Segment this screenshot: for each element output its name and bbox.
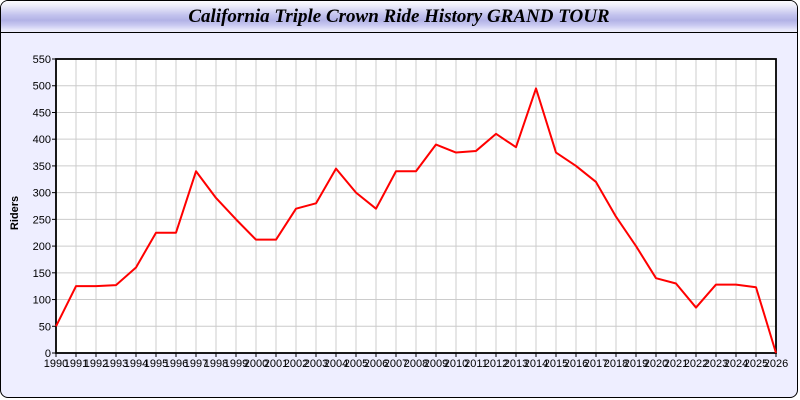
- svg-text:350: 350: [33, 161, 51, 173]
- svg-text:50: 50: [39, 321, 51, 333]
- svg-text:2026: 2026: [764, 358, 788, 370]
- svg-text:450: 450: [33, 107, 51, 119]
- svg-text:Riders: Riders: [9, 196, 21, 230]
- svg-text:300: 300: [33, 188, 51, 200]
- svg-text:200: 200: [33, 241, 51, 253]
- svg-text:250: 250: [33, 214, 51, 226]
- svg-text:150: 150: [33, 268, 51, 280]
- svg-text:500: 500: [33, 81, 51, 93]
- svg-text:400: 400: [33, 134, 51, 146]
- svg-text:100: 100: [33, 295, 51, 307]
- svg-text:550: 550: [33, 54, 51, 66]
